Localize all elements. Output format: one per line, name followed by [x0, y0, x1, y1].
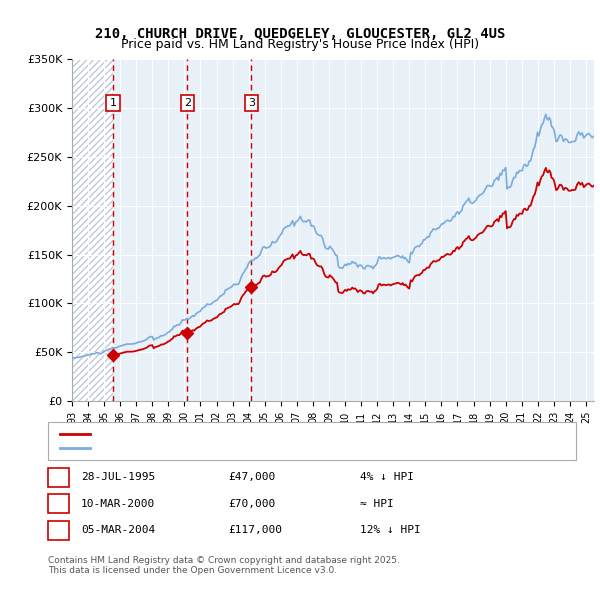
Text: Contains HM Land Registry data © Crown copyright and database right 2025.
This d: Contains HM Land Registry data © Crown c…	[48, 556, 400, 575]
Text: 3: 3	[248, 98, 255, 108]
Text: 10-MAR-2000: 10-MAR-2000	[81, 499, 155, 509]
Bar	[72, 59, 113, 401]
Text: ≈ HPI: ≈ HPI	[360, 499, 394, 509]
Text: £70,000: £70,000	[228, 499, 275, 509]
Text: Price paid vs. HM Land Registry's House Price Index (HPI): Price paid vs. HM Land Registry's House …	[121, 38, 479, 51]
Text: 1: 1	[55, 473, 62, 482]
Text: 3: 3	[55, 526, 62, 535]
Text: 1: 1	[110, 98, 117, 108]
Text: 05-MAR-2004: 05-MAR-2004	[81, 526, 155, 535]
Text: 28-JUL-1995: 28-JUL-1995	[81, 473, 155, 482]
Text: 210, CHURCH DRIVE, QUEDGELEY, GLOUCESTER, GL2 4US: 210, CHURCH DRIVE, QUEDGELEY, GLOUCESTER…	[95, 27, 505, 41]
Text: HPI: Average price, semi-detached house, Gloucester: HPI: Average price, semi-detached house,…	[96, 442, 374, 451]
Text: 4% ↓ HPI: 4% ↓ HPI	[360, 473, 414, 482]
Text: 12% ↓ HPI: 12% ↓ HPI	[360, 526, 421, 535]
Text: 2: 2	[184, 98, 191, 108]
Text: £117,000: £117,000	[228, 526, 282, 535]
Text: £47,000: £47,000	[228, 473, 275, 482]
Text: 210, CHURCH DRIVE, QUEDGELEY, GLOUCESTER, GL2 4US (semi-detached house): 210, CHURCH DRIVE, QUEDGELEY, GLOUCESTER…	[96, 427, 523, 437]
Text: 2: 2	[55, 499, 62, 509]
